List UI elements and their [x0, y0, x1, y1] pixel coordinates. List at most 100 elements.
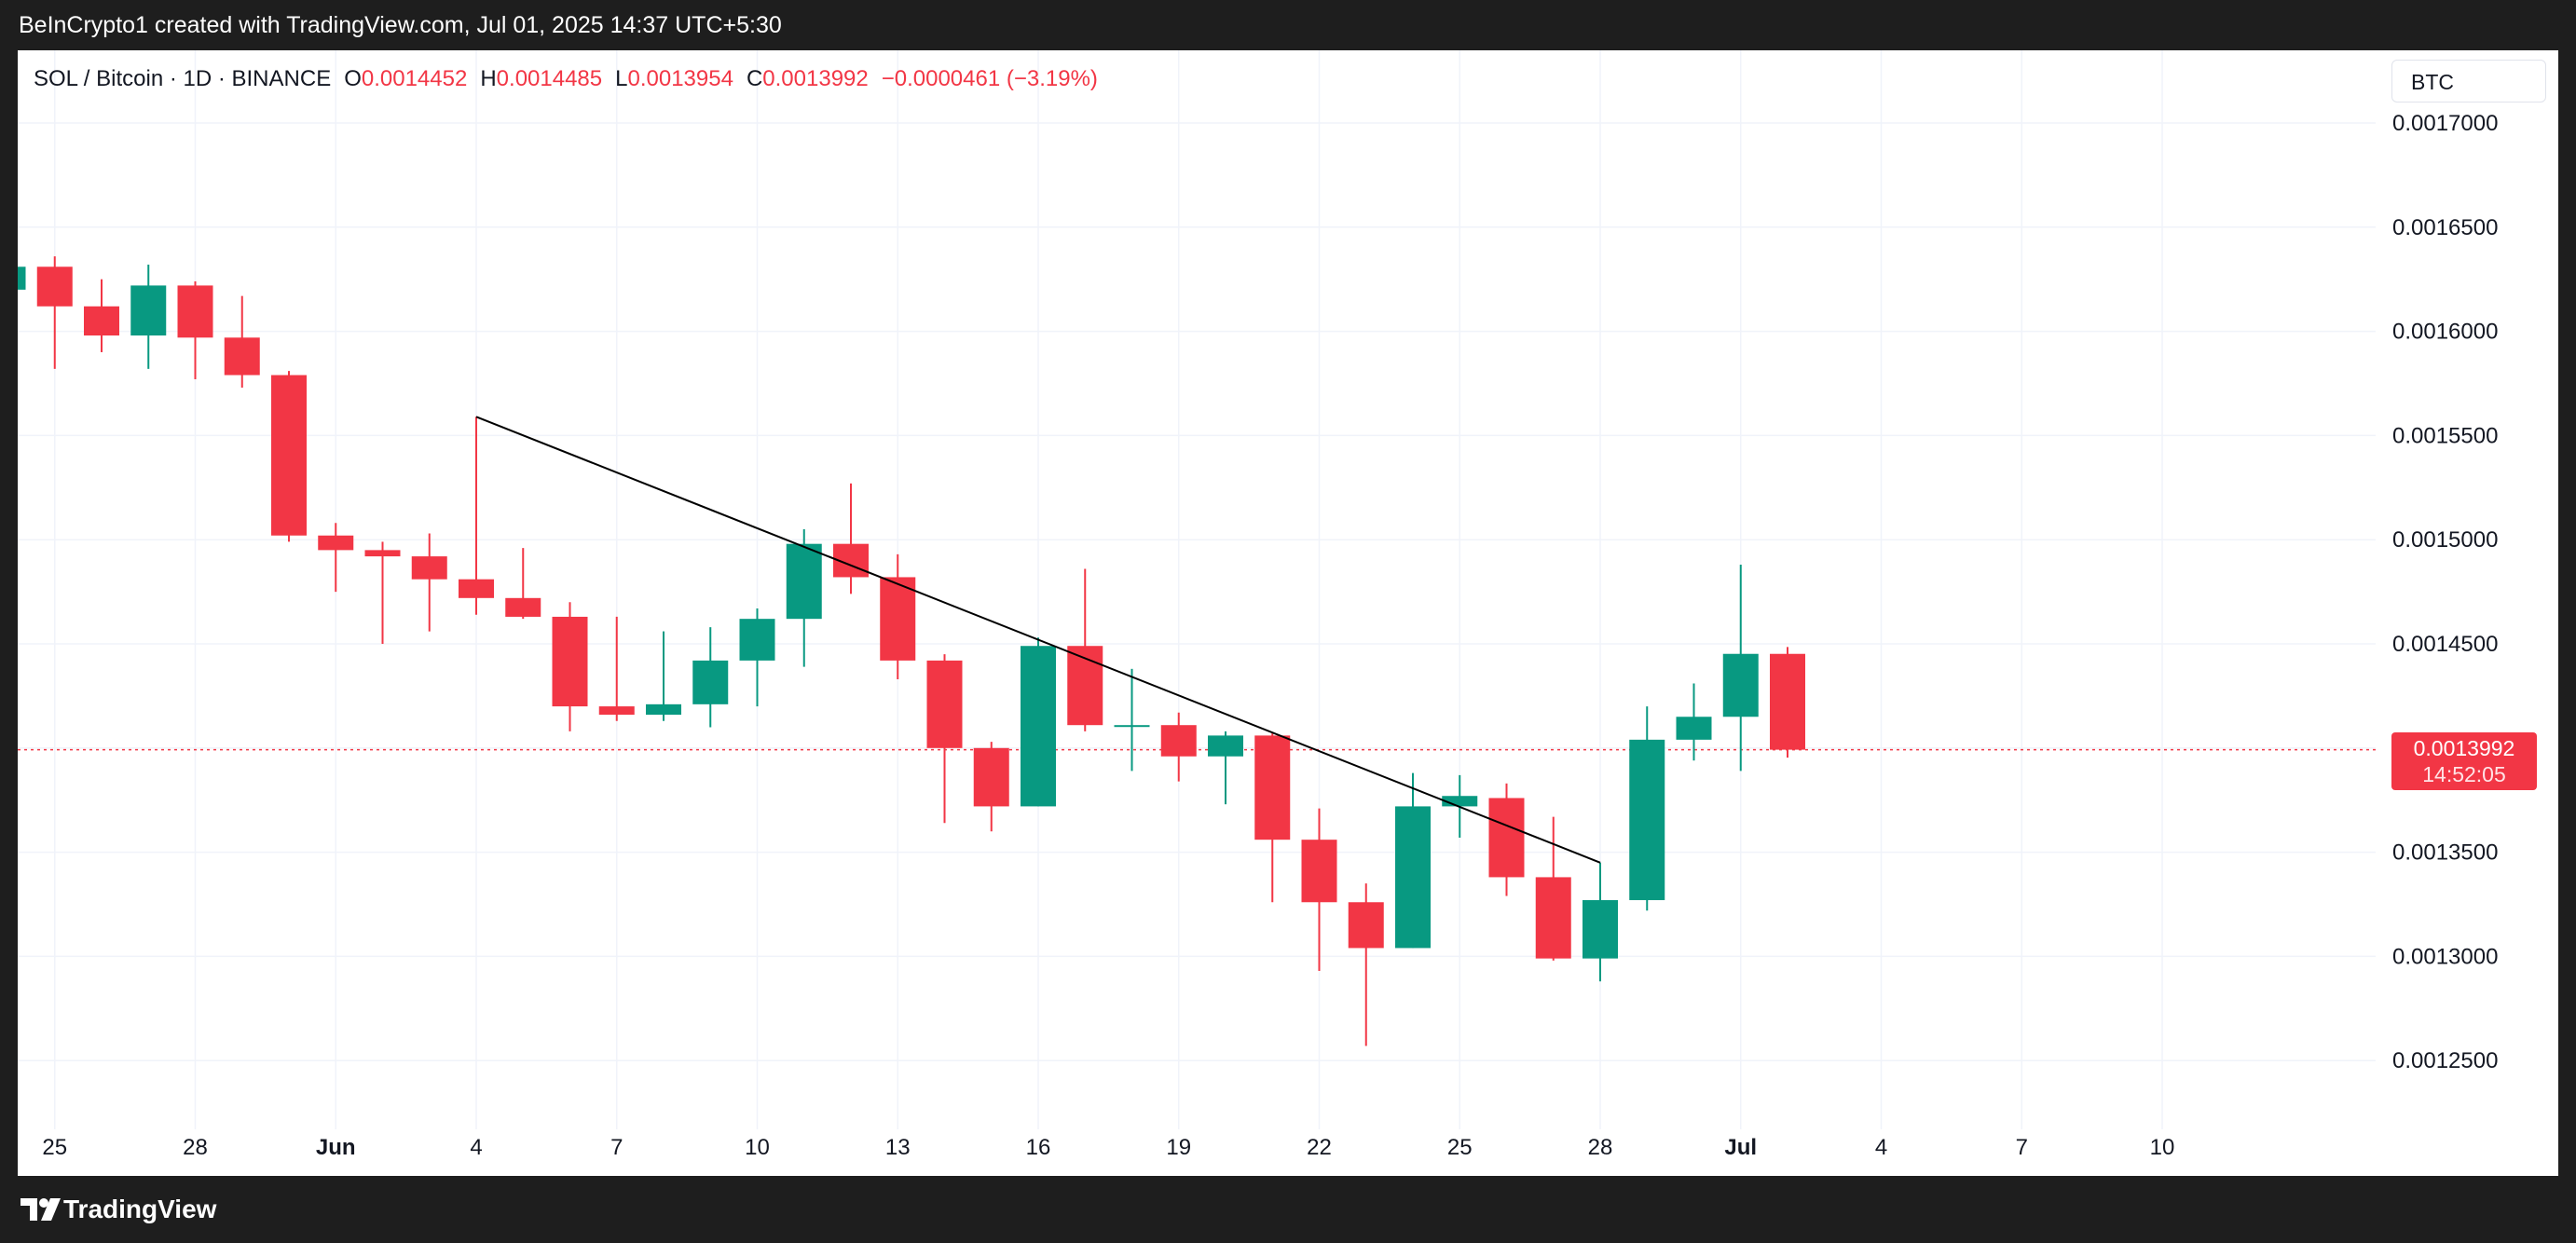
- x-tick-label: 13: [885, 1135, 911, 1160]
- x-tick-label: 22: [1307, 1135, 1332, 1160]
- candle-body: [786, 543, 822, 620]
- screenshot-caption: BeInCrypto1 created with TradingView.com…: [19, 12, 782, 38]
- x-tick-label: 25: [42, 1135, 67, 1160]
- time-axis[interactable]: 22528Jun4710131619222528Jul4710: [18, 1135, 2174, 1160]
- candle: [1114, 668, 1150, 772]
- candle: [1301, 808, 1337, 972]
- candle: [84, 279, 119, 352]
- x-tick-label: 7: [2016, 1135, 2028, 1160]
- close-label: C: [746, 66, 763, 91]
- candle: [318, 523, 354, 593]
- x-tick-label: 7: [610, 1135, 623, 1160]
- candle-body: [84, 306, 119, 336]
- screenshot-caption-bar: BeInCrypto1 created with TradingView.com…: [0, 0, 2576, 50]
- y-tick-label: 0.0014500: [2392, 632, 2498, 657]
- symbol-label[interactable]: SOL / Bitcoin · 1D · BINANCE: [34, 66, 332, 91]
- candle: [552, 602, 588, 731]
- chart-panel[interactable]: 0.0017000 0.0016500 0.0016000 0.0015500 0.00…: [18, 50, 2558, 1176]
- candle-body: [1722, 653, 1759, 717]
- x-tick-label: 16: [1026, 1135, 1051, 1160]
- candle-body: [1208, 735, 1243, 757]
- candle: [411, 533, 447, 632]
- candle-body: [18, 266, 26, 290]
- candle: [364, 541, 401, 644]
- candle: [1629, 706, 1665, 911]
- x-tick-label: 25: [1447, 1135, 1473, 1160]
- x-tick-label: 10: [2150, 1135, 2175, 1160]
- candle: [833, 483, 869, 594]
- x-tick-label: 28: [1588, 1135, 1613, 1160]
- candle: [1021, 637, 1056, 807]
- x-tick-label: 19: [1166, 1135, 1191, 1160]
- candle: [692, 627, 729, 728]
- candle-body: [130, 285, 167, 336]
- candle-body: [1348, 902, 1384, 949]
- candle-body: [459, 579, 494, 598]
- bar-countdown: 14:52:05: [2422, 762, 2506, 786]
- candle: [646, 631, 681, 721]
- tradingview-logo-icon: [21, 1198, 61, 1221]
- candle: [1254, 733, 1291, 903]
- candle: [973, 742, 1009, 832]
- low-value: 0.0013954: [627, 66, 733, 91]
- x-tick-label: Jun: [316, 1135, 356, 1160]
- ohlc-legend: SOL / Bitcoin · 1D · BINANCE O0.0014452 H0…: [34, 65, 1098, 93]
- candle: [224, 295, 260, 388]
- candle: [36, 256, 73, 369]
- high-value: 0.0014485: [496, 66, 603, 91]
- candle: [1770, 647, 1805, 758]
- candle: [1676, 683, 1712, 761]
- tradingview-brand: TradingView: [63, 1195, 217, 1223]
- trendline[interactable]: [475, 416, 1601, 864]
- candle-body: [1629, 739, 1665, 901]
- x-tick-label: 10: [745, 1135, 770, 1160]
- candles: [18, 256, 1805, 1046]
- candle-body: [364, 550, 401, 557]
- candle: [1348, 883, 1384, 1046]
- candle: [1488, 783, 1525, 896]
- candle: [1067, 568, 1103, 731]
- candlestick-chart[interactable]: 0.0017000 0.0016500 0.0016000 0.0015500 0.00…: [18, 50, 2558, 1176]
- candle: [880, 553, 916, 680]
- y-tick-label: 0.0012500: [2392, 1048, 2498, 1073]
- candle-body: [1770, 653, 1805, 750]
- candle-body: [598, 706, 635, 716]
- candle: [786, 529, 822, 667]
- candle-body: [1114, 725, 1150, 728]
- low-label: L: [615, 66, 628, 91]
- candle: [1722, 565, 1759, 772]
- open-value: 0.0014452: [361, 66, 468, 91]
- candle-body: [1583, 900, 1618, 959]
- y-tick-label: 0.0013500: [2392, 840, 2498, 866]
- candle-body: [224, 337, 260, 376]
- candle: [598, 616, 635, 721]
- candle: [926, 654, 963, 824]
- candle-body: [739, 619, 775, 661]
- candle-body: [1442, 796, 1478, 807]
- candle: [18, 266, 26, 290]
- x-tick-label: Jul: [1724, 1135, 1757, 1160]
- y-tick-label: 0.0016000: [2392, 320, 2498, 345]
- candle-body: [692, 660, 729, 704]
- last-price-tag: 0.0013992 14:52:05: [2391, 732, 2537, 790]
- y-tick-label: 0.0015000: [2392, 527, 2498, 553]
- y-tick-label: 0.0017000: [2392, 111, 2498, 136]
- close-value: 0.0013992: [762, 66, 869, 91]
- gridlines: [18, 50, 2376, 1129]
- candle-body: [880, 577, 916, 661]
- candle: [739, 608, 775, 707]
- change-value: −0.0000461 (−3.19%): [881, 66, 1098, 91]
- candle: [1583, 862, 1618, 982]
- x-tick-label: 4: [1875, 1135, 1887, 1160]
- candle: [130, 265, 167, 369]
- candle-body: [1676, 717, 1712, 740]
- y-tick-label: 0.0013000: [2392, 944, 2498, 969]
- currency-button[interactable]: BTC: [2391, 60, 2546, 102]
- candle: [271, 371, 307, 542]
- candle: [1160, 712, 1197, 782]
- price-axis[interactable]: 0.0017000 0.0016500 0.0016000 0.0015500 0.00…: [2392, 111, 2498, 1073]
- candle-body: [1254, 735, 1291, 840]
- candle-body: [1021, 646, 1056, 807]
- open-label: O: [344, 66, 362, 91]
- last-price-value: 0.0013992: [2413, 736, 2515, 760]
